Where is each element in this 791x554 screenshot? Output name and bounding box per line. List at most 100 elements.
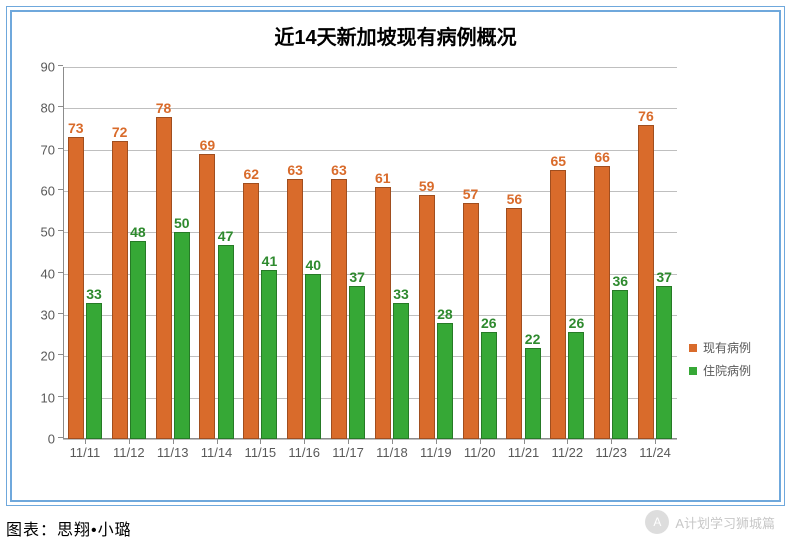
bar-existing-cases: 78 bbox=[156, 117, 172, 439]
bar-value-label: 69 bbox=[200, 137, 216, 153]
footer-credit: 图表：思翔•小璐 bbox=[6, 516, 132, 540]
bar-value-label: 76 bbox=[638, 108, 654, 124]
x-tick-mark bbox=[392, 439, 393, 444]
bar-hospital-cases: 40 bbox=[305, 274, 321, 439]
watermark: A A计划学习狮城篇 bbox=[645, 510, 775, 534]
y-tick-label: 70 bbox=[41, 142, 55, 157]
bar-value-label: 59 bbox=[419, 178, 435, 194]
x-tick-label: 11/24 bbox=[639, 445, 671, 460]
bar-value-label: 63 bbox=[287, 162, 303, 178]
bar-hospital-cases: 26 bbox=[481, 332, 497, 439]
bar-value-label: 37 bbox=[349, 269, 365, 285]
x-tick-label: 11/14 bbox=[201, 445, 233, 460]
x-tick-label: 11/12 bbox=[113, 445, 145, 460]
legend-label: 住院病例 bbox=[703, 362, 751, 379]
bar-existing-cases: 61 bbox=[375, 187, 391, 439]
bar-existing-cases: 57 bbox=[463, 203, 479, 439]
bar-value-label: 78 bbox=[156, 100, 172, 116]
legend-label: 现有病例 bbox=[703, 339, 751, 356]
bar-existing-cases: 56 bbox=[506, 208, 522, 439]
bar-hospital-cases: 22 bbox=[525, 348, 541, 439]
bar-value-label: 73 bbox=[68, 120, 84, 136]
bar-hospital-cases: 36 bbox=[612, 290, 628, 439]
bar-existing-cases: 72 bbox=[112, 141, 128, 439]
legend-item: 住院病例 bbox=[689, 362, 751, 379]
bar-value-label: 72 bbox=[112, 124, 128, 140]
x-tick-label: 11/22 bbox=[552, 445, 584, 460]
bar-value-label: 26 bbox=[481, 315, 497, 331]
bar-existing-cases: 59 bbox=[419, 195, 435, 439]
bar-hospital-cases: 50 bbox=[174, 232, 190, 439]
bar-existing-cases: 65 bbox=[550, 170, 566, 439]
x-tick-label: 11/20 bbox=[464, 445, 496, 460]
x-tick-label: 11/23 bbox=[595, 445, 627, 460]
bar-value-label: 33 bbox=[86, 286, 102, 302]
bar-hospital-cases: 37 bbox=[656, 286, 672, 439]
y-tick-label: 0 bbox=[48, 432, 55, 447]
y-tick-label: 80 bbox=[41, 101, 55, 116]
gridline bbox=[63, 439, 677, 440]
x-tick-mark bbox=[567, 439, 568, 444]
y-tick-label: 10 bbox=[41, 390, 55, 405]
x-tick-label: 11/11 bbox=[70, 445, 101, 460]
y-tick-mark bbox=[58, 65, 63, 66]
x-tick-mark bbox=[655, 439, 656, 444]
bar-value-label: 57 bbox=[463, 186, 479, 202]
bar-value-label: 61 bbox=[375, 170, 391, 186]
y-tick-label: 60 bbox=[41, 184, 55, 199]
x-tick-mark bbox=[480, 439, 481, 444]
bar-existing-cases: 76 bbox=[638, 125, 654, 439]
bar-value-label: 40 bbox=[306, 257, 322, 273]
y-axis-line bbox=[63, 67, 64, 439]
bar-hospital-cases: 33 bbox=[393, 303, 409, 439]
bar-hospital-cases: 37 bbox=[349, 286, 365, 439]
x-tick-label: 11/17 bbox=[332, 445, 364, 460]
watermark-icon: A bbox=[645, 510, 669, 534]
bar-hospital-cases: 28 bbox=[437, 323, 453, 439]
x-tick-label: 11/21 bbox=[508, 445, 540, 460]
bar-hospital-cases: 47 bbox=[218, 245, 234, 439]
x-tick-mark bbox=[436, 439, 437, 444]
bar-existing-cases: 63 bbox=[287, 179, 303, 439]
bar-hospital-cases: 48 bbox=[130, 241, 146, 439]
bar-value-label: 66 bbox=[594, 149, 610, 165]
bar-value-label: 41 bbox=[262, 253, 278, 269]
bar-value-label: 26 bbox=[569, 315, 585, 331]
x-tick-label: 11/16 bbox=[288, 445, 320, 460]
x-tick-mark bbox=[611, 439, 612, 444]
legend: 现有病例 住院病例 bbox=[689, 339, 751, 385]
x-tick-label: 11/15 bbox=[245, 445, 277, 460]
bar-value-label: 28 bbox=[437, 306, 453, 322]
bar-existing-cases: 69 bbox=[199, 154, 215, 439]
y-tick-label: 40 bbox=[41, 266, 55, 281]
y-tick-label: 20 bbox=[41, 349, 55, 364]
bar-existing-cases: 66 bbox=[594, 166, 610, 439]
bar-value-label: 65 bbox=[550, 153, 566, 169]
y-tick-label: 30 bbox=[41, 308, 55, 323]
gridline bbox=[63, 67, 677, 68]
x-tick-mark bbox=[217, 439, 218, 444]
bar-value-label: 22 bbox=[525, 331, 541, 347]
bar-existing-cases: 62 bbox=[243, 183, 259, 439]
watermark-text: A计划学习狮城篇 bbox=[675, 513, 775, 532]
bar-existing-cases: 63 bbox=[331, 179, 347, 439]
bar-existing-cases: 73 bbox=[68, 137, 84, 439]
y-tick-label: 90 bbox=[41, 60, 55, 75]
bar-value-label: 50 bbox=[174, 215, 190, 231]
x-tick-mark bbox=[129, 439, 130, 444]
bar-hospital-cases: 33 bbox=[86, 303, 102, 439]
legend-swatch bbox=[689, 344, 697, 352]
bar-value-label: 36 bbox=[613, 273, 629, 289]
x-tick-mark bbox=[524, 439, 525, 444]
chart-plot-area: 010203040506070809011/11733311/12724811/… bbox=[63, 67, 677, 439]
x-tick-mark bbox=[173, 439, 174, 444]
x-tick-mark bbox=[260, 439, 261, 444]
y-tick-label: 50 bbox=[41, 225, 55, 240]
x-tick-mark bbox=[348, 439, 349, 444]
bar-hospital-cases: 26 bbox=[568, 332, 584, 439]
x-tick-label: 11/13 bbox=[157, 445, 189, 460]
bar-value-label: 63 bbox=[331, 162, 347, 178]
bar-hospital-cases: 41 bbox=[261, 270, 277, 439]
bar-value-label: 47 bbox=[218, 228, 234, 244]
legend-swatch bbox=[689, 367, 697, 375]
